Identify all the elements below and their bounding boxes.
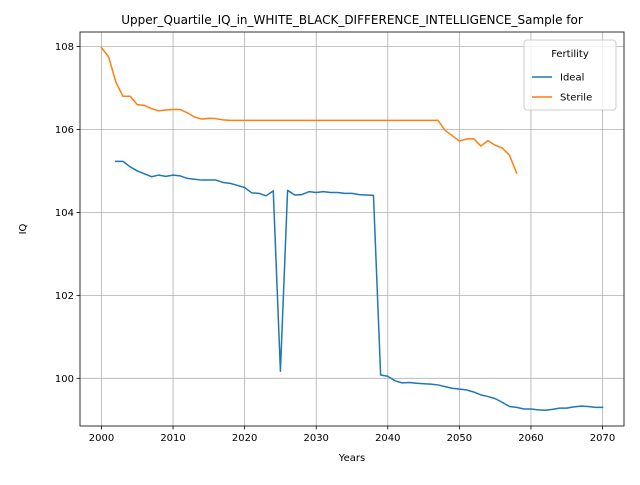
y-tick-label: 104 [55,208,74,219]
legend: Fertility Ideal Sterile [524,40,616,110]
legend-label-sterile: Sterile [560,93,592,104]
legend-title: Fertility [551,49,589,60]
x-tick-label: 2060 [518,433,543,444]
chart-title: Upper_Quartile_IQ_in_WHITE_BLACK_DIFFERE… [121,13,583,27]
y-tick-label: 102 [55,291,74,302]
y-axis-label: IQ [18,223,29,234]
legend-label-ideal: Ideal [560,73,584,84]
x-tick-label: 2070 [590,433,615,444]
x-tick-label: 2000 [89,433,114,444]
x-tick-label: 2010 [160,433,185,444]
y-tick-label: 100 [55,374,74,385]
x-tick-label: 2030 [303,433,328,444]
y-tick-label: 106 [55,125,74,136]
x-axis-label: Years [338,453,365,464]
x-tick-label: 2020 [232,433,257,444]
x-tick-label: 2050 [447,433,472,444]
x-tick-label: 2040 [375,433,400,444]
y-tick-label: 108 [55,42,74,53]
